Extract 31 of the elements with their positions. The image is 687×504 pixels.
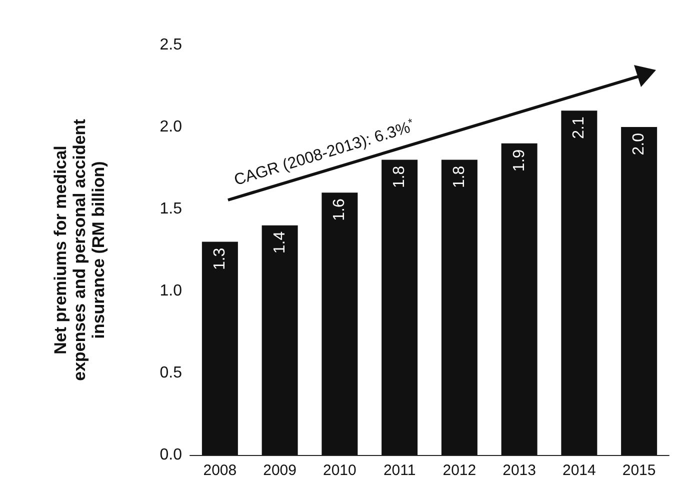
- x-tick-label: 2010: [323, 462, 356, 479]
- bar: [621, 127, 658, 455]
- data-label: 1.3: [211, 248, 228, 270]
- y-tick-label: 2.0: [160, 118, 182, 136]
- y-tick-label: 0.5: [160, 364, 182, 382]
- x-tick-label: 2008: [203, 462, 237, 479]
- bar: [262, 225, 298, 455]
- x-tick-label: 2009: [263, 462, 296, 479]
- x-tick-label: 2014: [562, 462, 596, 479]
- data-label: 1.8: [391, 166, 408, 188]
- x-tick-label: 2015: [622, 462, 656, 479]
- bar: [202, 242, 238, 455]
- data-label: 2.0: [630, 132, 648, 156]
- y-tick-label: 0.0: [160, 446, 182, 464]
- y-tick-label: 1.0: [160, 282, 182, 300]
- data-label: 1.6: [331, 198, 348, 221]
- y-tick-label: 2.5: [160, 36, 182, 54]
- y-tick-label: 1.5: [160, 200, 182, 218]
- data-label: 1.8: [450, 166, 468, 188]
- data-label: 1.4: [271, 231, 288, 254]
- bar: [322, 192, 358, 455]
- x-tick-label: 2012: [442, 462, 476, 479]
- y-axis-title: Net premiums for medical expenses and personal accident insurance (RM billion): [51, 118, 108, 381]
- data-label: 2.1: [570, 116, 588, 139]
- bar: [501, 143, 538, 455]
- bar: [561, 110, 598, 455]
- bar: [382, 160, 418, 455]
- data-label: 1.9: [510, 149, 528, 172]
- x-tick-label: 2013: [502, 462, 536, 479]
- bar: [441, 160, 478, 455]
- x-tick-label: 2011: [383, 462, 416, 479]
